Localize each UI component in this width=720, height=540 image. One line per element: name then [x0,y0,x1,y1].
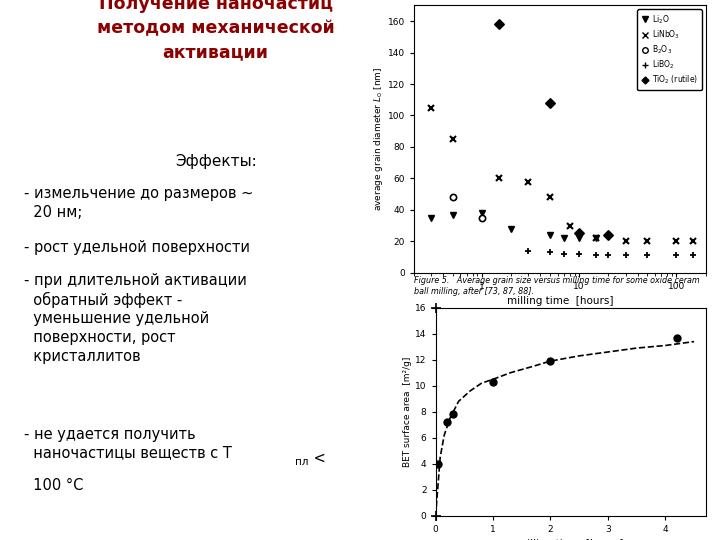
Text: - измельчение до размеров ~
  20 нм;: - измельчение до размеров ~ 20 нм; [24,186,253,220]
Text: <: < [309,451,326,466]
Legend: Li$_2$O, LiNbO$_3$, B$_2$O$_3$, LiBO$_2$, TiO$_2$ (rutile): Li$_2$O, LiNbO$_3$, B$_2$O$_3$, LiBO$_2$… [637,9,702,90]
Text: Эффекты:: Эффекты: [175,154,256,169]
Text: пл: пл [295,457,308,468]
Text: 100 °C: 100 °C [24,478,84,493]
Text: - не удается получить
  наночастицы веществ с Т: - не удается получить наночастицы вещест… [24,427,233,460]
Text: - рост удельной поверхности: - рост удельной поверхности [24,240,251,255]
X-axis label: milling time  [hours]: milling time [hours] [518,539,624,540]
Text: Получение наночастиц
методом механической
активации: Получение наночастиц методом механическо… [96,0,335,61]
Y-axis label: BET surface area  [m²/g]: BET surface area [m²/g] [403,356,413,467]
X-axis label: milling time  [hours]: milling time [hours] [507,296,613,306]
Text: Figure 5.   Average grain size versus milling time for some oxide ceram
ball mil: Figure 5. Average grain size versus mill… [414,276,700,296]
Text: - при длительной активации
  обратный эффект -
  уменьшение удельной
  поверхнос: - при длительной активации обратный эффе… [24,273,247,363]
Y-axis label: average grain diameter $L_0$ [nm]: average grain diameter $L_0$ [nm] [372,67,385,211]
